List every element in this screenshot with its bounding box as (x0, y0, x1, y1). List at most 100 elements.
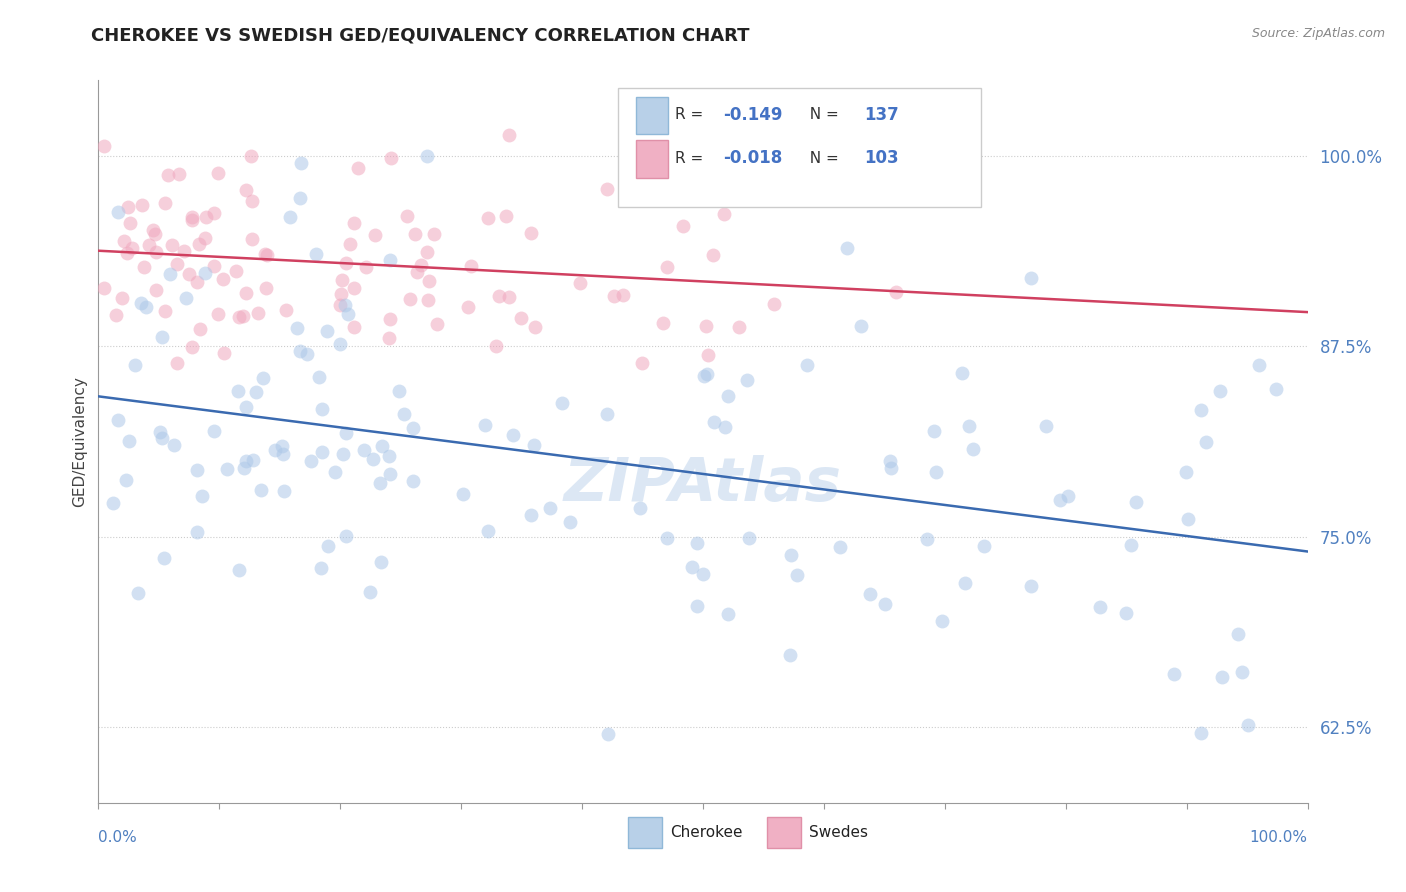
Point (371, 439, 394, 453)
Point (685, 599, 707, 613)
Text: 103: 103 (863, 149, 898, 168)
Point (194, 210, 217, 224)
Point (1189, 726, 1212, 740)
Point (655, 260, 678, 275)
Point (242, 452, 264, 467)
Point (488, 288, 510, 302)
Point (728, 319, 751, 334)
Text: Source: ZipAtlas.com: Source: ZipAtlas.com (1251, 27, 1385, 40)
Point (226, 384, 249, 399)
Point (880, 461, 903, 475)
Point (333, 298, 356, 312)
FancyBboxPatch shape (619, 87, 981, 207)
Point (962, 442, 984, 456)
Point (131, 296, 153, 310)
Point (225, 264, 247, 278)
Point (309, 561, 332, 575)
Point (378, 312, 401, 326)
Point (250, 483, 273, 497)
Point (343, 216, 366, 230)
Point (835, 241, 858, 255)
Point (235, 400, 257, 414)
Text: N =: N = (800, 107, 844, 122)
Point (361, 452, 384, 467)
Point (1208, 384, 1230, 398)
Point (114, 473, 136, 487)
Point (884, 285, 907, 299)
Point (380, 252, 402, 267)
Point (796, 358, 818, 372)
Point (181, 340, 204, 354)
Point (228, 563, 250, 577)
Point (101, 496, 124, 510)
Point (1174, 466, 1197, 480)
Point (112, 234, 135, 248)
Text: 0.0%: 0.0% (98, 830, 138, 846)
Point (163, 437, 186, 451)
Point (107, 204, 129, 219)
Text: -0.149: -0.149 (724, 106, 783, 124)
Point (735, 373, 758, 387)
Point (523, 438, 546, 452)
FancyBboxPatch shape (637, 97, 668, 135)
Point (107, 413, 129, 427)
Point (485, 339, 508, 353)
Point (335, 255, 357, 269)
Point (404, 227, 426, 241)
Point (388, 384, 411, 398)
Point (1195, 434, 1218, 449)
Point (1163, 667, 1185, 681)
Point (695, 319, 717, 334)
Point (1119, 538, 1142, 552)
Point (160, 238, 183, 252)
Point (252, 371, 274, 385)
Point (135, 300, 157, 314)
Point (1019, 270, 1042, 285)
Point (150, 330, 173, 344)
Point (121, 241, 143, 255)
Point (246, 306, 269, 320)
Point (240, 194, 263, 209)
Point (1236, 718, 1258, 732)
Text: CHEROKEE VS SWEDISH GED/EQUIVALENCY CORRELATION CHART: CHEROKEE VS SWEDISH GED/EQUIVALENCY CORR… (91, 27, 749, 45)
Point (364, 227, 387, 242)
Point (232, 310, 254, 324)
Point (207, 166, 229, 180)
Point (93, 139, 115, 153)
Point (568, 277, 591, 291)
Point (325, 465, 347, 479)
Point (124, 358, 146, 372)
Point (696, 367, 718, 381)
Text: Cherokee: Cherokee (671, 825, 742, 840)
Point (316, 324, 339, 338)
Point (922, 424, 945, 438)
Point (925, 466, 948, 480)
Point (460, 259, 482, 273)
Point (697, 348, 720, 362)
Point (409, 258, 432, 272)
Point (356, 260, 378, 274)
Point (1211, 670, 1233, 684)
Point (596, 727, 619, 741)
Point (240, 231, 263, 245)
Point (1125, 494, 1147, 508)
Point (1049, 493, 1071, 508)
Point (595, 182, 617, 196)
Point (159, 267, 181, 281)
Point (186, 275, 208, 289)
Point (332, 447, 354, 461)
Point (245, 385, 267, 400)
Point (1189, 402, 1212, 417)
Point (93, 281, 115, 295)
Point (762, 297, 785, 311)
Point (190, 322, 212, 336)
Point (378, 449, 401, 463)
Point (779, 648, 801, 662)
Y-axis label: GED/Equivalency: GED/Equivalency (72, 376, 87, 507)
Point (235, 454, 257, 468)
Point (875, 597, 897, 611)
Point (149, 425, 172, 439)
Point (957, 418, 980, 433)
Point (538, 500, 561, 515)
Point (973, 539, 995, 553)
